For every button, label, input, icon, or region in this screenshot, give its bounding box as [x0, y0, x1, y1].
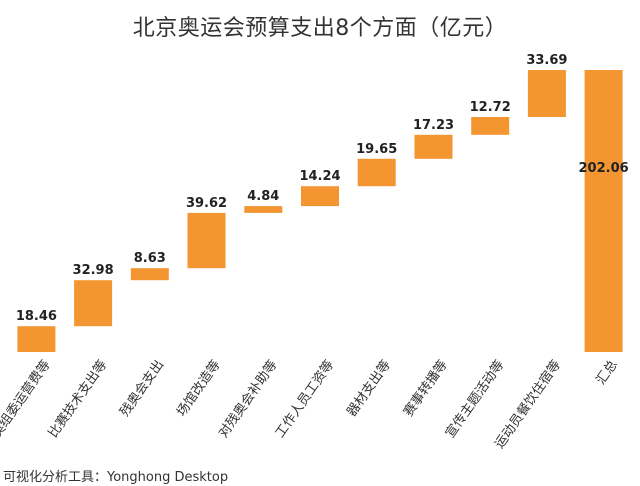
data-label-7: 17.23 — [413, 118, 454, 133]
x-tick-label-6: 器材支出等 — [344, 357, 394, 419]
bar-5 — [301, 186, 339, 207]
x-tick-label-3: 场馆改造等 — [173, 357, 223, 419]
bar-6 — [357, 158, 396, 187]
bar-2 — [130, 268, 169, 281]
data-label-6: 19.65 — [356, 142, 397, 157]
data-label-10: 202.06 — [579, 161, 629, 176]
data-label-8: 12.72 — [470, 100, 511, 115]
x-tick-label-4: 对残奥会补助等 — [215, 357, 280, 441]
x-tick-label-1: 比赛技术支出等 — [45, 357, 110, 441]
bar-4 — [244, 206, 283, 213]
bar-9 — [527, 70, 566, 117]
x-tick-label-2: 残奥会支出 — [117, 358, 167, 420]
bar-1 — [74, 280, 113, 327]
data-label-5: 14.24 — [299, 169, 340, 184]
chart-title: 北京奥运会预算支出8个方面（亿元） — [132, 16, 508, 41]
footer-note: 可视化分析工具：Yonghong Desktop — [3, 470, 229, 485]
bar-8 — [471, 117, 510, 135]
bar-3 — [187, 212, 226, 269]
x-tick-label-10: 汇总 — [594, 358, 621, 388]
x-tick-label-7: 赛事转播等 — [400, 357, 450, 419]
x-tick-label-5: 工作人员工资等 — [272, 357, 337, 441]
data-label-0: 18.46 — [16, 309, 57, 324]
data-label-4: 4.84 — [247, 189, 279, 204]
data-label-3: 39.62 — [186, 196, 227, 211]
data-label-9: 33.69 — [526, 53, 567, 68]
x-tick-label-0: 奥组委运营费等 — [0, 357, 54, 441]
bar-0 — [17, 326, 56, 352]
data-label-2: 8.63 — [134, 251, 166, 266]
bar-7 — [414, 134, 453, 159]
bar-10 — [584, 70, 623, 352]
data-label-1: 32.98 — [73, 263, 114, 278]
x-tick-label-8: 宣传主题活动等 — [442, 357, 507, 441]
